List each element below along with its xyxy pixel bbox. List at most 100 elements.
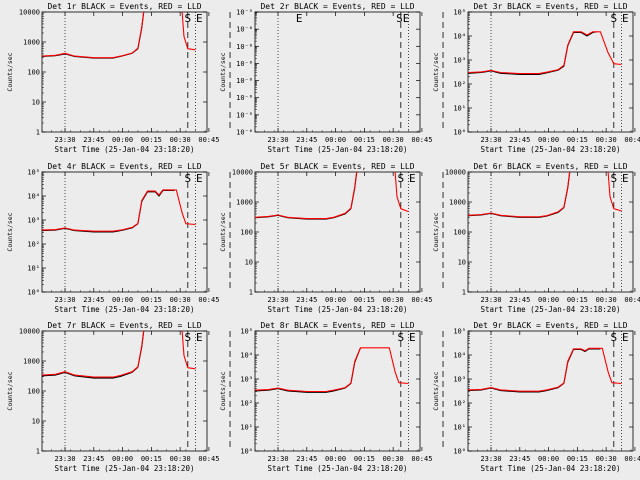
panel-title: Det 5r BLACK = Events, RED = LLD <box>260 162 414 171</box>
marker-annotation: E <box>196 331 203 344</box>
x-tick-label: 00:15 <box>354 455 375 463</box>
y-tick-label: 10⁵ <box>453 328 466 336</box>
x-tick-label: 00:30 <box>383 136 404 144</box>
series-line-3 <box>181 330 196 370</box>
series-line-1 <box>254 347 362 393</box>
x-axis-label: Start Time (25-Jan-04 23:18:20) <box>268 305 408 314</box>
x-tick-label: 23:30 <box>54 296 75 304</box>
chart-panel-8: Det 8r BLACK = Events, RED = LLD 10⁰ 10¹ 10… <box>219 321 444 473</box>
chart-panel-5: Det 5r BLACK = Events, RED = LLD 1 10 100 10… <box>219 162 444 314</box>
x-tick-label: 00:30 <box>170 296 191 304</box>
x-tick-label: 00:45 <box>624 296 640 304</box>
series-line-1 <box>467 31 597 75</box>
x-tick-label: 23:45 <box>509 296 530 304</box>
y-tick-label: 10⁵ <box>27 169 40 177</box>
chart-panel-9: Det 9r BLACK = Events, RED = LLD 10⁰ 10¹ 10… <box>432 321 640 473</box>
y-axis-label: Counts/sec <box>219 371 227 410</box>
y-tick-label: 10000 <box>19 328 40 336</box>
series-line-3 <box>394 171 409 213</box>
y-tick-label: 10⁻⁶ <box>236 129 253 137</box>
x-tick-label: 00:30 <box>383 296 404 304</box>
marker-annotation: S <box>398 172 405 185</box>
marker-annotation: S <box>398 331 405 344</box>
x-tick-label: 23:45 <box>296 136 317 144</box>
y-tick-label: 10³ <box>27 217 40 225</box>
x-axis-label: Start Time (25-Jan-04 23:18:20) <box>481 145 621 154</box>
x-tick-label: 00:15 <box>567 455 588 463</box>
panel-title: Det 4r BLACK = Events, RED = LLD <box>47 162 201 171</box>
x-tick-label: 00:15 <box>141 455 162 463</box>
x-tick-label: 23:45 <box>83 136 104 144</box>
y-tick-label: 10⁻⁶ <box>236 43 253 51</box>
y-tick-label: 1000 <box>23 358 40 366</box>
y-tick-label: 10 <box>32 99 40 107</box>
x-tick-label: 00:30 <box>383 455 404 463</box>
marker-annotation: S <box>185 331 192 344</box>
y-tick-label: 10⁻⁵ <box>236 111 253 119</box>
x-tick-label: 23:45 <box>509 136 530 144</box>
y-tick-label: 10 <box>32 418 40 426</box>
y-tick-label: 1 <box>249 289 253 297</box>
marker-annotation: E <box>196 172 203 185</box>
series-line-1 <box>467 348 601 393</box>
y-tick-label: 10⁴ <box>27 193 40 201</box>
x-tick-label: 00:15 <box>567 296 588 304</box>
marker-annotation: E <box>622 331 629 344</box>
series-line-2 <box>467 171 571 218</box>
series-line-2 <box>254 347 409 393</box>
chart-panel-4: Det 4r BLACK = Events, RED = LLD 10⁰ 10¹ 10… <box>6 162 231 314</box>
x-tick-label: 23:30 <box>267 296 288 304</box>
marker-annotation: SE <box>396 12 409 25</box>
x-tick-label: 00:45 <box>411 136 432 144</box>
y-axis-label: Counts/sec <box>432 52 440 91</box>
series-line-2 <box>467 31 622 75</box>
chart-panel-6: Det 6r BLACK = Events, RED = LLD 1 10 100 10… <box>432 162 640 314</box>
series-line-2 <box>41 330 145 378</box>
plot-frame <box>467 330 634 452</box>
series-line-3 <box>607 171 622 212</box>
y-tick-label: 10⁴ <box>453 352 466 360</box>
plot-frame <box>41 330 208 452</box>
y-tick-label: 10⁰ <box>453 448 466 456</box>
x-tick-label: 00:00 <box>325 296 346 304</box>
x-tick-label: 00:45 <box>198 136 219 144</box>
y-tick-label: 10¹ <box>453 105 466 113</box>
y-tick-label: 10³ <box>453 376 466 384</box>
x-tick-label: 00:45 <box>198 296 219 304</box>
y-tick-label: 1000 <box>236 199 253 207</box>
y-tick-label: 10¹ <box>240 424 253 432</box>
panel-title: Det 2r BLACK = Events, RED = LLD <box>260 2 414 11</box>
panel-title: Det 3r BLACK = Events, RED = LLD <box>473 2 627 11</box>
x-tick-label: 00:30 <box>170 136 191 144</box>
y-tick-label: 10³ <box>453 57 466 65</box>
x-tick-label: 23:30 <box>54 455 75 463</box>
y-axis-label: Counts/sec <box>6 371 14 410</box>
plot-frame <box>254 171 421 293</box>
chart-panel-3: Det 3r BLACK = Events, RED = LLD 10⁰ 10¹ 10… <box>432 2 640 154</box>
plot-frame <box>254 11 421 133</box>
x-tick-label: 23:45 <box>296 296 317 304</box>
y-tick-label: 10⁻⁶ <box>236 77 253 85</box>
plot-frame <box>41 11 208 133</box>
y-tick-label: 10000 <box>445 169 466 177</box>
x-tick-label: 00:00 <box>325 136 346 144</box>
x-tick-label: 00:00 <box>112 455 133 463</box>
x-tick-label: 23:45 <box>509 455 530 463</box>
y-tick-label: 10² <box>453 400 466 408</box>
x-axis-label: Start Time (25-Jan-04 23:18:20) <box>55 305 195 314</box>
marker-annotation: S <box>611 331 618 344</box>
x-tick-label: 00:30 <box>170 455 191 463</box>
x-axis-label: Start Time (25-Jan-04 23:18:20) <box>481 305 621 314</box>
y-tick-label: 1 <box>36 129 40 137</box>
chart-panel-7: Det 7r BLACK = Events, RED = LLD 1 10 100 10… <box>6 321 231 473</box>
x-tick-label: 00:00 <box>538 136 559 144</box>
x-tick-label: 00:15 <box>141 136 162 144</box>
marker-annotation: S <box>185 172 192 185</box>
chart-panel-2: Det 2r BLACK = Events, RED = LLD 10⁻⁶ 10⁻⁵… <box>219 2 444 154</box>
y-tick-label: 10 <box>458 259 466 267</box>
series-line-2 <box>41 189 196 232</box>
y-axis-label: Counts/sec <box>6 212 14 251</box>
x-tick-label: 00:30 <box>596 296 617 304</box>
x-tick-label: 23:30 <box>480 455 501 463</box>
